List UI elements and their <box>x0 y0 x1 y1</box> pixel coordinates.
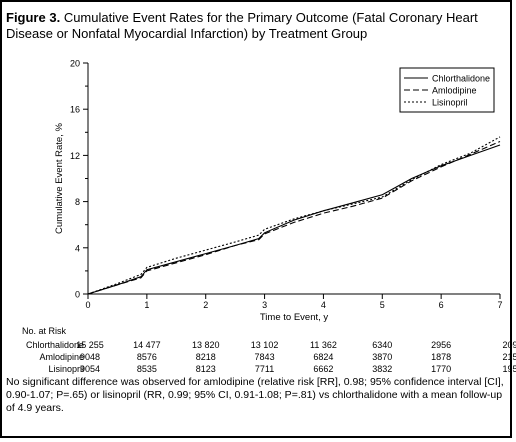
risk-cell: 7711 <box>255 364 274 374</box>
risk-cell: 11 362 <box>310 340 337 350</box>
x-tick-label: 2 <box>203 300 208 310</box>
y-tick-label: 20 <box>70 59 80 69</box>
risk-cell: 1878 <box>431 352 451 362</box>
risk-cell: 6340 <box>372 340 392 350</box>
legend-label-lisinopril: Lisinopril <box>432 98 468 108</box>
risk-row-label: Chlorthalidone <box>26 340 84 350</box>
footnote: No significant difference was observed f… <box>6 376 504 414</box>
y-tick-label: 12 <box>70 151 80 161</box>
y-tick-label: 4 <box>75 243 80 253</box>
risk-cell: 8218 <box>196 352 216 362</box>
risk-cell: 14 477 <box>133 340 161 350</box>
x-tick-label: 1 <box>144 300 149 310</box>
risk-cell: 13 102 <box>251 340 279 350</box>
risk-cell: 9048 <box>80 352 100 362</box>
risk-row-label: Amlodipine <box>39 352 84 362</box>
figure-title-text: Cumulative Event Rates for the Primary O… <box>6 10 478 41</box>
risk-cell: 1770 <box>431 364 451 374</box>
risk-cell: 13 820 <box>192 340 220 350</box>
risk-cell: 8535 <box>137 364 157 374</box>
x-axis-label: Time to Event, y <box>260 312 329 323</box>
y-tick-label: 8 <box>75 197 80 207</box>
y-tick-label: 16 <box>70 105 80 115</box>
risk-cell: 6824 <box>313 352 333 362</box>
risk-cell: 195 <box>502 364 516 374</box>
risk-cell: 3832 <box>372 364 392 374</box>
series-line-chlorthalidone <box>87 144 501 295</box>
figure-label: Figure 3. <box>6 10 61 25</box>
legend-label-amlodipine: Amlodipine <box>432 86 477 96</box>
risk-cell: 209 <box>502 340 516 350</box>
risk-cell: 215 <box>502 352 516 362</box>
x-tick-label: 3 <box>262 300 267 310</box>
risk-cell: 8123 <box>196 364 216 374</box>
x-tick-label: 4 <box>321 300 326 310</box>
x-tick-label: 0 <box>85 300 90 310</box>
risk-table-header: No. at Risk <box>22 326 67 336</box>
x-tick-label: 7 <box>497 300 502 310</box>
risk-cell: 2956 <box>431 340 451 350</box>
risk-cell: 9054 <box>80 364 100 374</box>
risk-cell: 15 255 <box>76 340 104 350</box>
series-line-lisinopril <box>87 136 501 295</box>
legend-label-chlorthalidone: Chlorthalidone <box>432 74 490 84</box>
risk-cell: 8576 <box>137 352 157 362</box>
series-line-amlodipine <box>87 140 501 295</box>
x-tick-label: 6 <box>439 300 444 310</box>
risk-row-label: Lisinopril <box>48 364 84 374</box>
y-axis-label: Cumulative Event Rate, % <box>54 123 65 234</box>
risk-cell: 6662 <box>313 364 333 374</box>
risk-cell: 7843 <box>255 352 275 362</box>
figure-title: Figure 3. Cumulative Event Rates for the… <box>6 10 506 42</box>
y-tick-label: 0 <box>75 290 80 300</box>
x-tick-label: 5 <box>380 300 385 310</box>
risk-cell: 3870 <box>372 352 392 362</box>
